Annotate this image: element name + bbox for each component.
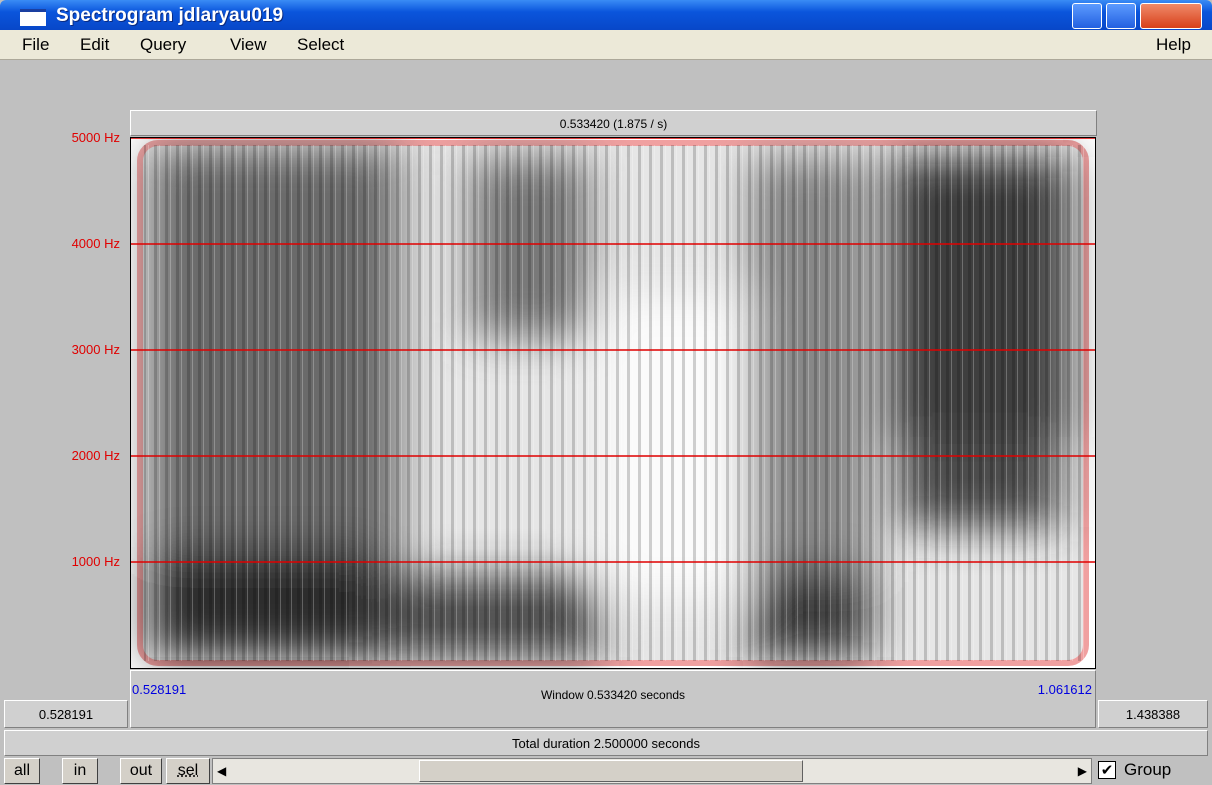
window-bar[interactable]: Window 0.533420 seconds [130, 670, 1096, 728]
frequency-label: 5000 Hz [72, 130, 120, 145]
frequency-label: 1000 Hz [72, 554, 120, 569]
window-title: Spectrogram jdlaryau019 [56, 5, 283, 27]
scroll-right[interactable]: ▶ [1078, 764, 1087, 778]
window-icon [20, 9, 46, 26]
menu-item[interactable]: Help [1156, 35, 1191, 55]
zoom-button[interactable]: all [4, 758, 40, 784]
frequency-label: 4000 Hz [72, 236, 120, 251]
window-label: Window 0.533420 seconds [541, 688, 685, 702]
frequency-label: 2000 Hz [72, 448, 120, 463]
menu-item[interactable]: Edit [80, 35, 109, 55]
zoom-button[interactable]: out [120, 758, 162, 784]
visible-start[interactable]: 0.528191 [4, 700, 128, 728]
minimize-button[interactable] [1072, 3, 1102, 29]
title-bar: Spectrogram jdlaryau019 [0, 0, 1212, 30]
menu-item[interactable]: File [22, 35, 49, 55]
top-bar[interactable]: 0.533420 (1.875 / s) [130, 110, 1097, 136]
menu-bar: File Edit Query View Select Help [0, 30, 1212, 60]
maximize-button[interactable] [1106, 3, 1136, 29]
window-start: 0.528191 [132, 682, 186, 697]
spectrogram [130, 137, 1096, 669]
window-end: 1.061612 [1038, 682, 1092, 697]
menu-item[interactable]: Select [297, 35, 344, 55]
visible-end[interactable]: 1.438388 [1098, 700, 1208, 728]
scrollbar[interactable]: ◀ ▶ [212, 758, 1092, 784]
frequency-label: 3000 Hz [72, 342, 120, 357]
total-duration[interactable]: Total duration 2.500000 seconds [4, 730, 1208, 756]
scroll-left[interactable]: ◀ [217, 764, 226, 778]
close-button[interactable] [1140, 3, 1202, 29]
zoom-button[interactable]: sel [166, 758, 210, 784]
praat-window: Spectrogram jdlaryau019 File Edit Query … [0, 0, 1212, 785]
scroll-thumb[interactable] [419, 760, 803, 782]
group-label: Group [1124, 760, 1171, 780]
group-checkbox[interactable]: ✔ [1098, 761, 1116, 779]
menu-item[interactable]: View [230, 35, 267, 55]
zoom-button[interactable]: in [62, 758, 98, 784]
menu-item[interactable]: Query [140, 35, 186, 55]
